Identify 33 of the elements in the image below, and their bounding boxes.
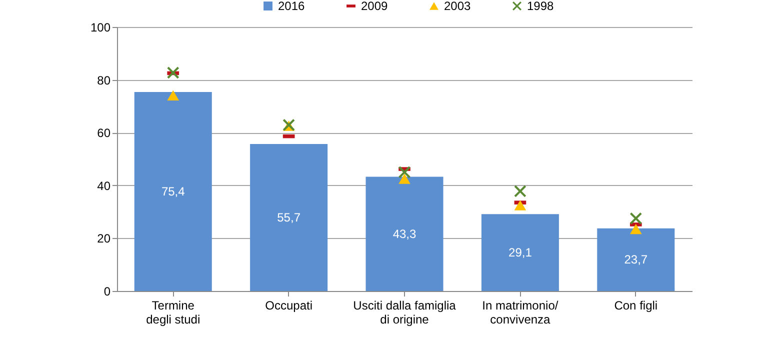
- point: [514, 200, 526, 210]
- bar: [366, 176, 444, 291]
- data-label: 29,1: [508, 246, 532, 260]
- point: [167, 90, 180, 100]
- y-tick-label: 60: [97, 126, 111, 140]
- point: [167, 66, 180, 79]
- legend-label: 1998: [527, 0, 554, 13]
- legend-label: 2003: [444, 0, 472, 13]
- bar: [250, 144, 328, 291]
- y-tick-label: 40: [97, 178, 111, 193]
- x-tick-label: Con figli: [614, 298, 658, 312]
- y-tick-label: 0: [104, 284, 111, 298]
- bar: [134, 92, 212, 291]
- x-tick-label: Occupati: [265, 298, 312, 312]
- data-label: 23,7: [624, 252, 648, 267]
- data-label: 55,7: [277, 210, 301, 224]
- point: [398, 166, 410, 178]
- x-tick-label: In matrimonio/ convivenza: [482, 298, 559, 326]
- y-tick-label: 100: [90, 20, 111, 34]
- point: [514, 185, 526, 198]
- legend-label: 2009: [361, 0, 388, 13]
- data-label: 75,4: [161, 184, 186, 198]
- x-tick-label: Usciti dalla famiglia di origine: [353, 298, 456, 326]
- bar: [481, 214, 559, 291]
- x-tick-label: Termine degli studi: [146, 298, 200, 326]
- point: [630, 224, 642, 234]
- bar: [597, 228, 675, 291]
- legend-label: 2016: [278, 0, 306, 13]
- point: [398, 174, 410, 184]
- y-tick-label: 80: [97, 73, 111, 88]
- y-tick-label: 20: [97, 232, 111, 246]
- data-label: 43,3: [392, 226, 416, 241]
- point: [630, 212, 642, 224]
